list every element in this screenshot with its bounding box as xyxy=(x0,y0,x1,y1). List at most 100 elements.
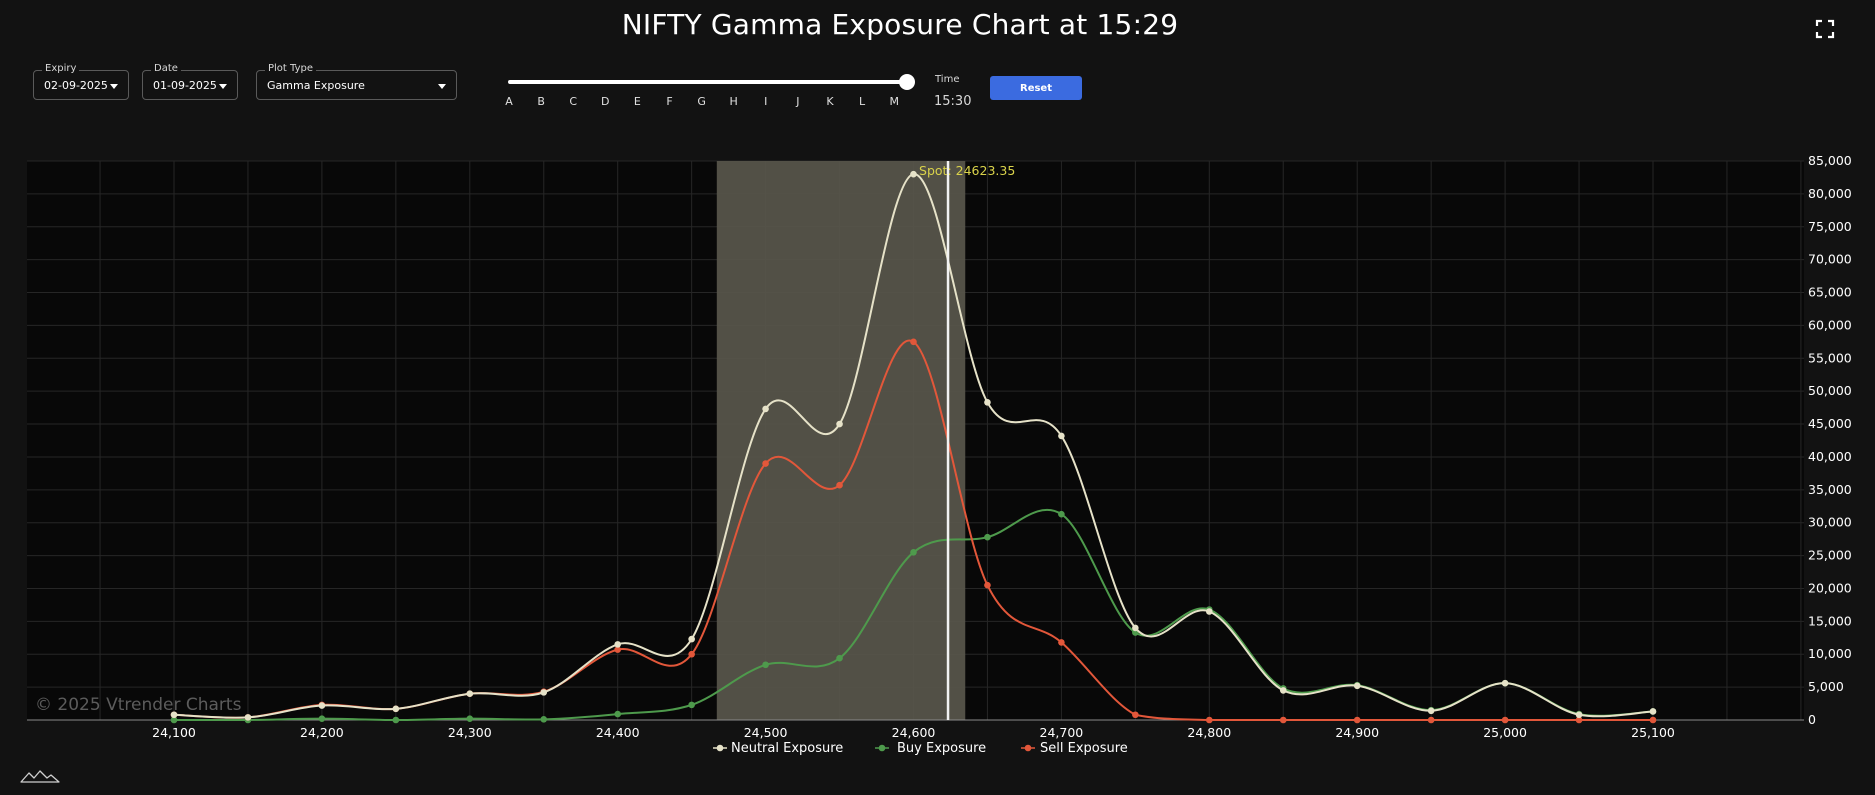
data-point xyxy=(318,702,326,709)
legend-label: Neutral Exposure xyxy=(731,741,843,756)
y-tick-label: 15,000 xyxy=(1808,613,1852,628)
data-point xyxy=(540,716,548,723)
mountain-logo-icon xyxy=(20,768,60,788)
data-point xyxy=(1206,716,1213,724)
x-tick-label: 24,300 xyxy=(448,725,492,740)
data-point xyxy=(1649,708,1657,715)
chevron-down-icon xyxy=(110,84,118,89)
data-point xyxy=(1132,624,1139,632)
y-tick-label: 50,000 xyxy=(1808,383,1852,398)
y-tick-label: 65,000 xyxy=(1808,285,1852,300)
y-tick-label: 85,000 xyxy=(1808,153,1852,168)
legend-swatch xyxy=(878,744,886,752)
data-point xyxy=(1279,687,1287,694)
expiry-value: 02-09-2025 xyxy=(44,79,108,92)
spot-label: Spot: 24623.35 xyxy=(919,163,1015,178)
data-point xyxy=(392,716,400,724)
data-point xyxy=(762,661,769,669)
y-tick-label: 30,000 xyxy=(1808,515,1852,530)
data-point xyxy=(762,460,769,467)
data-point xyxy=(688,635,695,643)
data-point xyxy=(836,420,843,428)
page-title: NIFTY Gamma Exposure Chart at 15:29 xyxy=(621,8,1179,41)
data-point xyxy=(688,701,695,709)
date-select[interactable]: Date 01-09-2025 xyxy=(142,62,238,100)
data-point xyxy=(762,405,769,413)
data-point xyxy=(614,646,621,653)
y-tick-label: 45,000 xyxy=(1808,416,1852,431)
chevron-down-icon xyxy=(438,84,446,89)
y-tick-label: 0 xyxy=(1808,712,1816,727)
y-tick-label: 5,000 xyxy=(1808,679,1844,694)
slider-mark: A xyxy=(505,95,513,108)
data-point xyxy=(1575,711,1583,719)
data-point xyxy=(318,715,326,722)
data-point xyxy=(540,689,548,696)
plot-type-select[interactable]: Plot Type Gamma Exposure xyxy=(256,62,457,100)
plot-type-label: Plot Type xyxy=(265,62,316,76)
data-point xyxy=(836,481,843,489)
fullscreen-icon[interactable] xyxy=(1814,18,1836,40)
data-point xyxy=(1649,716,1657,724)
y-tick-label: 70,000 xyxy=(1808,252,1852,267)
legend-label: Sell Exposure xyxy=(1040,741,1128,756)
y-tick-label: 20,000 xyxy=(1808,580,1852,595)
data-point xyxy=(1501,716,1509,724)
spot-highlight-band xyxy=(716,161,966,720)
data-point xyxy=(614,641,621,648)
x-tick-label: 24,400 xyxy=(596,725,640,740)
watermark-text: © 2025 Vtrender Charts xyxy=(35,695,242,715)
slider-mark: B xyxy=(537,95,545,108)
data-point xyxy=(1058,510,1065,518)
data-point xyxy=(466,690,474,697)
data-point xyxy=(1132,711,1139,719)
date-label: Date xyxy=(151,62,181,76)
legend-swatch xyxy=(716,744,724,752)
slider-mark: F xyxy=(666,95,673,108)
data-point xyxy=(836,654,843,662)
data-point xyxy=(392,705,400,713)
y-tick-label: 10,000 xyxy=(1808,646,1852,661)
slider-mark: M xyxy=(889,95,899,108)
y-tick-label: 55,000 xyxy=(1808,350,1852,365)
slider-mark: D xyxy=(601,95,610,108)
data-point xyxy=(1501,679,1509,687)
data-point xyxy=(1058,639,1065,646)
reset-button[interactable]: Reset xyxy=(990,76,1082,100)
x-tick-label: 24,700 xyxy=(1040,725,1084,740)
data-point xyxy=(910,549,917,556)
data-point xyxy=(984,399,991,406)
slider-mark: L xyxy=(859,95,866,108)
data-point xyxy=(244,714,252,721)
y-tick-label: 80,000 xyxy=(1808,186,1852,201)
data-point xyxy=(170,711,178,719)
y-tick-label: 35,000 xyxy=(1808,482,1852,497)
expiry-select[interactable]: Expiry 02-09-2025 xyxy=(33,62,129,100)
data-point xyxy=(910,338,917,346)
data-point xyxy=(1279,716,1287,724)
date-value: 01-09-2025 xyxy=(153,79,217,92)
data-point xyxy=(688,650,695,658)
data-point xyxy=(1353,716,1361,724)
y-tick-label: 60,000 xyxy=(1808,317,1852,332)
expiry-label: Expiry xyxy=(42,62,80,76)
slider-mark: H xyxy=(729,95,738,108)
plot-type-value: Gamma Exposure xyxy=(267,79,365,92)
time-slider-thumb[interactable] xyxy=(899,74,915,90)
x-tick-label: 24,600 xyxy=(892,725,936,740)
legend-label: Buy Exposure xyxy=(897,741,986,756)
slider-mark: J xyxy=(796,95,800,108)
slider-mark: E xyxy=(633,95,641,108)
data-point xyxy=(1575,716,1583,724)
data-point xyxy=(170,716,178,724)
chevron-down-icon xyxy=(219,84,227,89)
data-point xyxy=(1353,682,1361,690)
x-tick-label: 24,200 xyxy=(300,725,344,740)
x-tick-label: 25,000 xyxy=(1483,725,1527,740)
slider-mark: I xyxy=(764,95,768,108)
time-slider-track[interactable] xyxy=(508,80,908,84)
legend-swatch xyxy=(1024,744,1032,752)
y-tick-label: 25,000 xyxy=(1808,548,1852,563)
x-tick-label: 24,500 xyxy=(744,725,788,740)
